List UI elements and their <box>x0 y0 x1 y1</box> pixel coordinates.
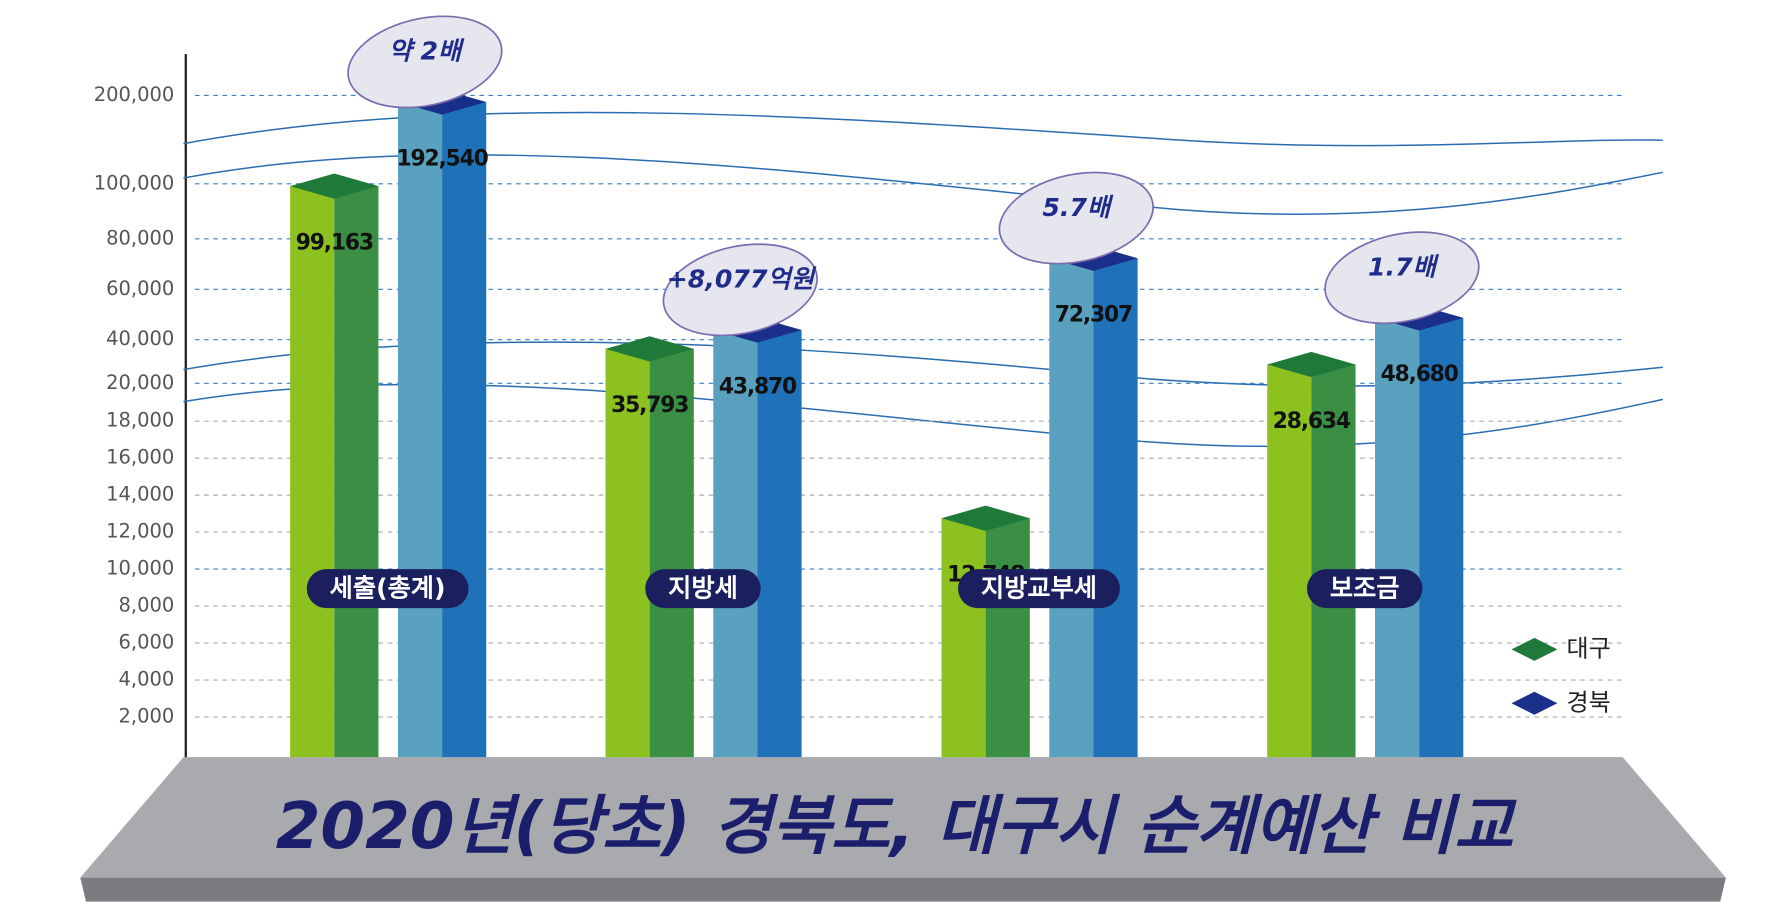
bar-front <box>1049 258 1094 758</box>
bar-front <box>397 102 443 758</box>
bar <box>941 505 1030 758</box>
bar-side <box>757 329 802 758</box>
x-tick-label: 지방세 <box>668 574 738 603</box>
bar <box>290 173 379 758</box>
y-tick-label: 8,000 <box>119 594 175 617</box>
bar-side <box>1093 258 1138 758</box>
bar-front <box>941 518 986 758</box>
legend-label: 대구 <box>1567 634 1611 662</box>
category-pill <box>1306 569 1423 609</box>
bar-front <box>605 348 650 758</box>
y-tick-label: 12,000 <box>106 520 174 543</box>
annotation-bubble <box>1324 231 1480 325</box>
y-tick-label: 200,000 <box>94 83 175 106</box>
category-pill <box>306 569 469 609</box>
bar-front <box>290 186 335 758</box>
bar-side <box>649 348 694 758</box>
platform <box>80 757 1726 902</box>
value-label: 48,680 <box>1381 362 1459 387</box>
y-tick-label: 40,000 <box>106 327 174 350</box>
value-label: 192,540 <box>397 146 489 171</box>
bar <box>397 89 487 758</box>
bar <box>1375 305 1464 758</box>
value-label: 28,634 <box>1273 409 1351 434</box>
bar-front <box>713 329 758 758</box>
x-tick-label: 지방교부세 <box>981 574 1097 603</box>
category-pill <box>645 569 761 609</box>
annotation: +8,077억원 <box>667 265 817 294</box>
value-label: 43,870 <box>719 374 797 399</box>
value-label: 72,307 <box>1055 303 1132 328</box>
legend-swatch <box>1511 637 1558 661</box>
annotation-bubble <box>347 15 503 109</box>
bar-top <box>1267 351 1356 378</box>
y-tick-label: 14,000 <box>106 483 174 506</box>
bar <box>1049 245 1138 758</box>
annotation: 1.7배 <box>1368 253 1440 282</box>
y-tick-label: 100,000 <box>94 171 175 194</box>
annotation-bubble <box>662 243 818 337</box>
y-tick-label: 60,000 <box>106 277 174 300</box>
x-tick-label: 세출(총계) <box>330 574 446 603</box>
y-tick-label: 10,000 <box>106 557 174 580</box>
bar-side <box>442 102 487 758</box>
y-tick-label: 16,000 <box>106 446 174 469</box>
annotation: 약 2배 <box>389 37 466 66</box>
annotation: 5.7배 <box>1042 193 1114 222</box>
bar-top <box>605 336 694 362</box>
category-pill <box>958 569 1120 609</box>
bar-front <box>1375 317 1420 758</box>
y-tick-label: 6,000 <box>119 631 175 654</box>
chart-title: 2020년(당초) 경북도, 대구시 순계예산 비교 <box>276 789 1517 864</box>
bar-top <box>941 505 1030 531</box>
bar-top <box>290 173 379 199</box>
y-tick-label: 4,000 <box>119 668 175 691</box>
bar-side <box>334 186 379 758</box>
value-label: 99,163 <box>296 230 373 255</box>
bar-side <box>1311 364 1356 758</box>
legend-swatch <box>1511 691 1558 715</box>
y-tick-label: 18,000 <box>106 409 174 432</box>
annotation-bubble <box>998 171 1154 265</box>
x-tick-label: 보조금 <box>1330 574 1400 603</box>
bar <box>1267 351 1356 758</box>
bar-front <box>1267 364 1312 758</box>
bar <box>605 336 694 758</box>
legend-label: 경북 <box>1567 688 1611 716</box>
y-tick-label: 2,000 <box>119 705 175 728</box>
value-label: 35,793 <box>611 393 688 418</box>
bar-side <box>1419 317 1464 758</box>
bar-side <box>985 518 1030 758</box>
y-tick-label: 20,000 <box>106 371 174 394</box>
y-tick-label: 80,000 <box>106 226 174 249</box>
